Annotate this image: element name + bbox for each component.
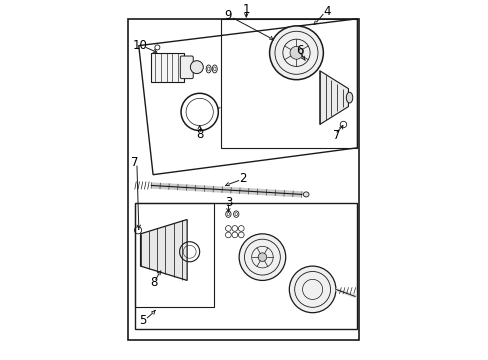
- Circle shape: [258, 253, 266, 261]
- Ellipse shape: [303, 192, 308, 197]
- Text: 9: 9: [224, 9, 232, 22]
- Circle shape: [239, 234, 285, 280]
- Text: 7: 7: [332, 129, 340, 142]
- Polygon shape: [319, 71, 348, 125]
- Text: 5: 5: [139, 314, 146, 327]
- Text: 2: 2: [239, 172, 246, 185]
- Circle shape: [190, 61, 203, 73]
- Circle shape: [289, 266, 335, 313]
- FancyBboxPatch shape: [151, 53, 183, 82]
- Text: 10: 10: [133, 39, 148, 52]
- Text: 3: 3: [224, 196, 232, 209]
- Circle shape: [289, 46, 302, 59]
- Polygon shape: [140, 220, 187, 280]
- Circle shape: [269, 26, 323, 80]
- Text: 6: 6: [296, 44, 303, 57]
- Text: 4: 4: [323, 5, 330, 18]
- Text: 8: 8: [196, 128, 203, 141]
- Text: 8: 8: [150, 276, 158, 289]
- Ellipse shape: [346, 92, 352, 103]
- Text: 7: 7: [131, 156, 139, 169]
- Text: 1: 1: [242, 3, 249, 15]
- FancyBboxPatch shape: [180, 56, 193, 78]
- Bar: [128, 19, 359, 339]
